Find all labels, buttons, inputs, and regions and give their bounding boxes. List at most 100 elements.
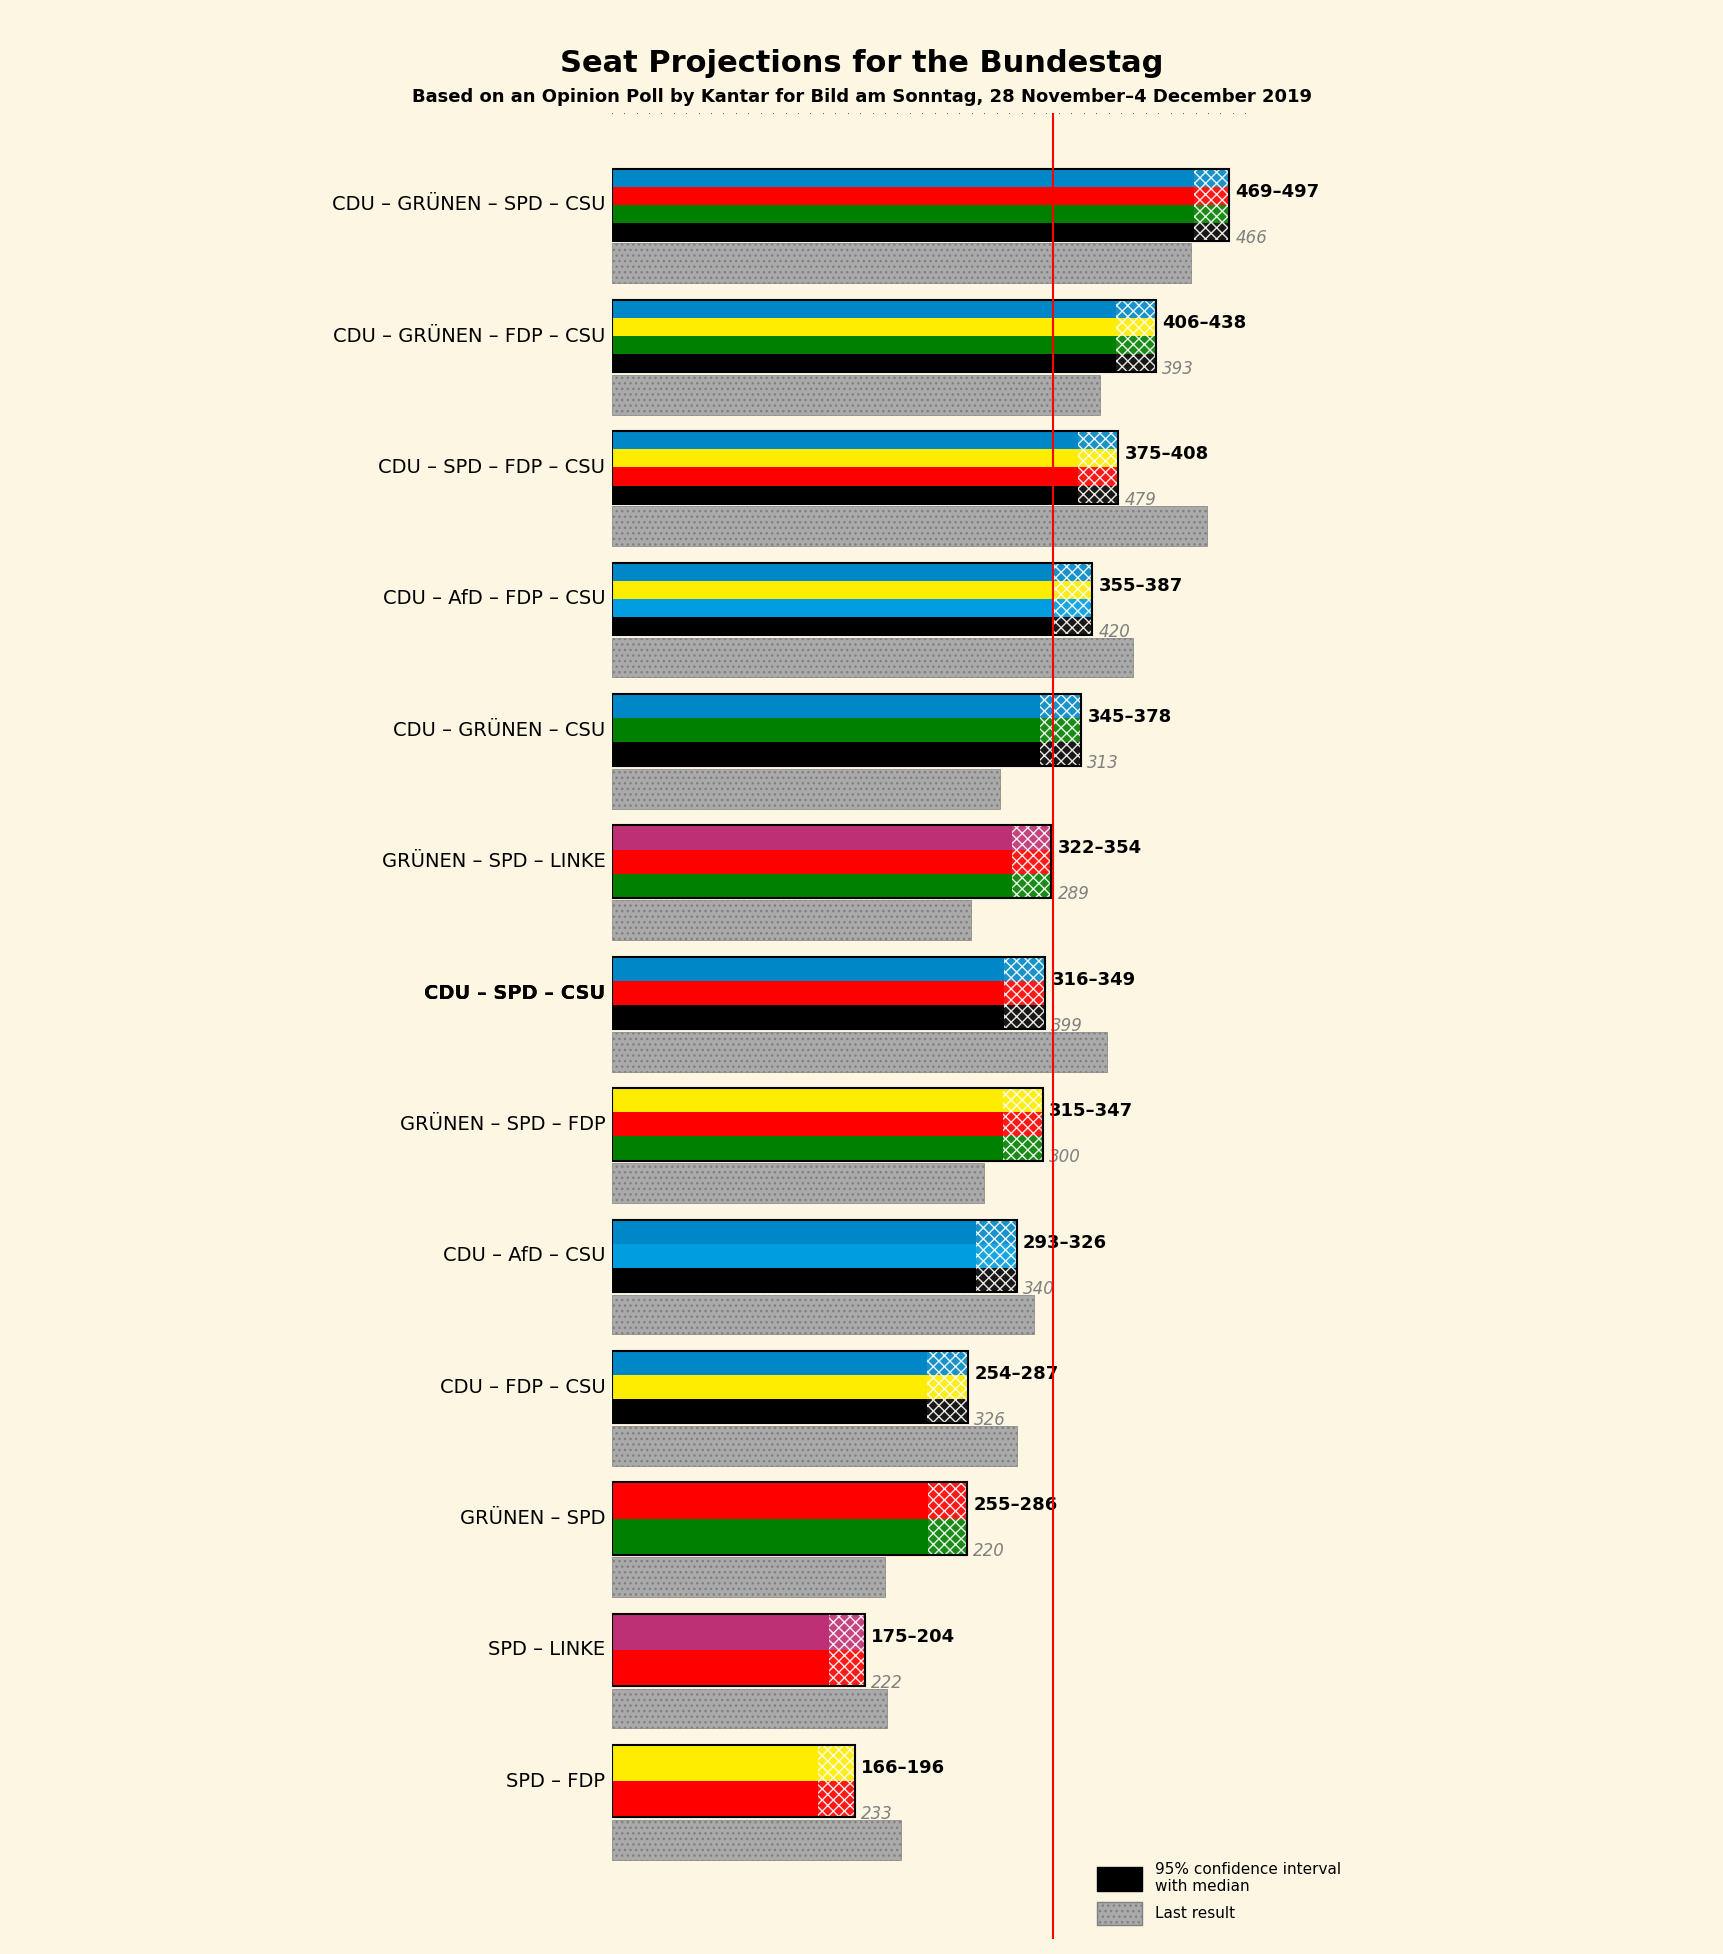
Bar (1194, 186, 1228, 205)
Bar (612, 223, 1194, 240)
Bar (612, 850, 1011, 873)
Bar (1194, 205, 1228, 223)
Text: 345–378: 345–378 (1087, 707, 1172, 727)
Bar (612, 1745, 855, 1817)
Text: 466: 466 (1235, 229, 1266, 246)
Bar (1053, 563, 1092, 580)
Text: CDU – SPD – CSU: CDU – SPD – CSU (424, 983, 605, 1002)
Bar (1053, 598, 1092, 617)
Text: SPD – FDP: SPD – FDP (507, 1772, 605, 1790)
Bar (612, 1219, 1017, 1292)
Text: Seat Projections for the Bundestag: Seat Projections for the Bundestag (560, 49, 1163, 78)
Bar (829, 1649, 865, 1686)
Text: CDU – AfD – FDP – CSU: CDU – AfD – FDP – CSU (383, 590, 605, 608)
Bar (612, 743, 1039, 766)
Bar (612, 1163, 984, 1204)
Bar (612, 506, 1206, 545)
Bar (612, 1426, 1017, 1466)
Bar (612, 449, 1077, 467)
Bar (612, 186, 1194, 205)
Bar (612, 319, 1115, 336)
Text: 322–354: 322–354 (1056, 840, 1141, 858)
Bar (612, 1614, 865, 1686)
Bar (612, 467, 1077, 485)
Bar (612, 168, 1194, 186)
Text: GRÜNEN – SPD – LINKE: GRÜNEN – SPD – LINKE (381, 852, 605, 871)
Bar (1039, 743, 1080, 766)
Text: 375–408: 375–408 (1123, 446, 1208, 463)
Bar (927, 1376, 968, 1399)
Text: CDU – SPD – CSU: CDU – SPD – CSU (424, 983, 605, 1002)
Bar (1077, 467, 1118, 485)
Bar (929, 1483, 967, 1518)
Text: 293–326: 293–326 (1022, 1233, 1106, 1253)
Bar (612, 981, 1003, 1004)
Bar (1003, 981, 1044, 1004)
Bar (1003, 957, 1044, 981)
Bar (927, 1350, 968, 1376)
Bar (612, 1296, 1034, 1335)
Bar (829, 1614, 865, 1649)
Text: 469–497: 469–497 (1235, 182, 1318, 201)
Bar (1077, 485, 1118, 504)
Bar (1011, 825, 1051, 850)
Bar (612, 901, 970, 940)
Bar (1011, 873, 1051, 897)
Bar (612, 205, 1194, 223)
Bar (612, 375, 1099, 414)
Bar (612, 1088, 1003, 1112)
Bar (1003, 1137, 1042, 1161)
Text: GRÜNEN – SPD: GRÜNEN – SPD (460, 1508, 605, 1528)
Text: 300: 300 (1048, 1149, 1080, 1167)
Bar (612, 957, 1003, 981)
Bar (612, 1350, 968, 1423)
Bar (1053, 580, 1092, 598)
Bar (1039, 694, 1080, 719)
Bar (612, 1219, 975, 1245)
Bar (1115, 299, 1154, 319)
Text: CDU – GRÜNEN – SPD – CSU: CDU – GRÜNEN – SPD – CSU (333, 195, 605, 215)
Bar (1003, 1088, 1042, 1112)
Bar (612, 957, 1044, 1030)
Bar (612, 563, 1053, 580)
Bar (612, 825, 1051, 897)
Bar (612, 1399, 927, 1423)
Bar (612, 719, 1039, 743)
Legend: 95% confidence interval
with median, Last result: 95% confidence interval with median, Las… (1091, 1856, 1346, 1931)
Bar (929, 1518, 967, 1555)
Text: 220: 220 (972, 1542, 1005, 1561)
Bar (612, 1518, 929, 1555)
Text: Based on an Opinion Poll by Kantar for Bild am Sonntag, 28 November–4 December 2: Based on an Opinion Poll by Kantar for B… (412, 88, 1311, 106)
Bar (612, 1112, 1003, 1137)
Bar (1003, 1112, 1042, 1137)
Bar (612, 168, 1228, 240)
Bar (1115, 354, 1154, 371)
Bar (975, 1219, 1017, 1245)
Bar (612, 1268, 975, 1292)
Bar (1053, 617, 1092, 635)
Bar (612, 598, 1053, 617)
Text: SPD – LINKE: SPD – LINKE (488, 1641, 605, 1659)
Bar (612, 1483, 929, 1518)
Text: 166–196: 166–196 (862, 1759, 944, 1778)
Text: 315–347: 315–347 (1048, 1102, 1132, 1120)
Bar (612, 432, 1077, 449)
Text: CDU – GRÜNEN – CSU: CDU – GRÜNEN – CSU (393, 721, 605, 741)
Text: GRÜNEN – SPD – FDP: GRÜNEN – SPD – FDP (400, 1116, 605, 1133)
Bar (612, 1819, 901, 1860)
Bar (1011, 850, 1051, 873)
Bar (817, 1745, 855, 1782)
Bar (612, 432, 1118, 504)
Text: 254–287: 254–287 (973, 1366, 1058, 1383)
Bar (612, 336, 1115, 354)
Bar (612, 563, 1092, 635)
Bar (927, 1399, 968, 1423)
Bar (612, 244, 1191, 283)
Bar (612, 299, 1115, 319)
Bar (1039, 719, 1080, 743)
Bar (612, 825, 1011, 850)
Bar (1077, 432, 1118, 449)
Text: 326: 326 (973, 1411, 1006, 1428)
Bar (612, 637, 1132, 678)
Bar (612, 1032, 1106, 1071)
